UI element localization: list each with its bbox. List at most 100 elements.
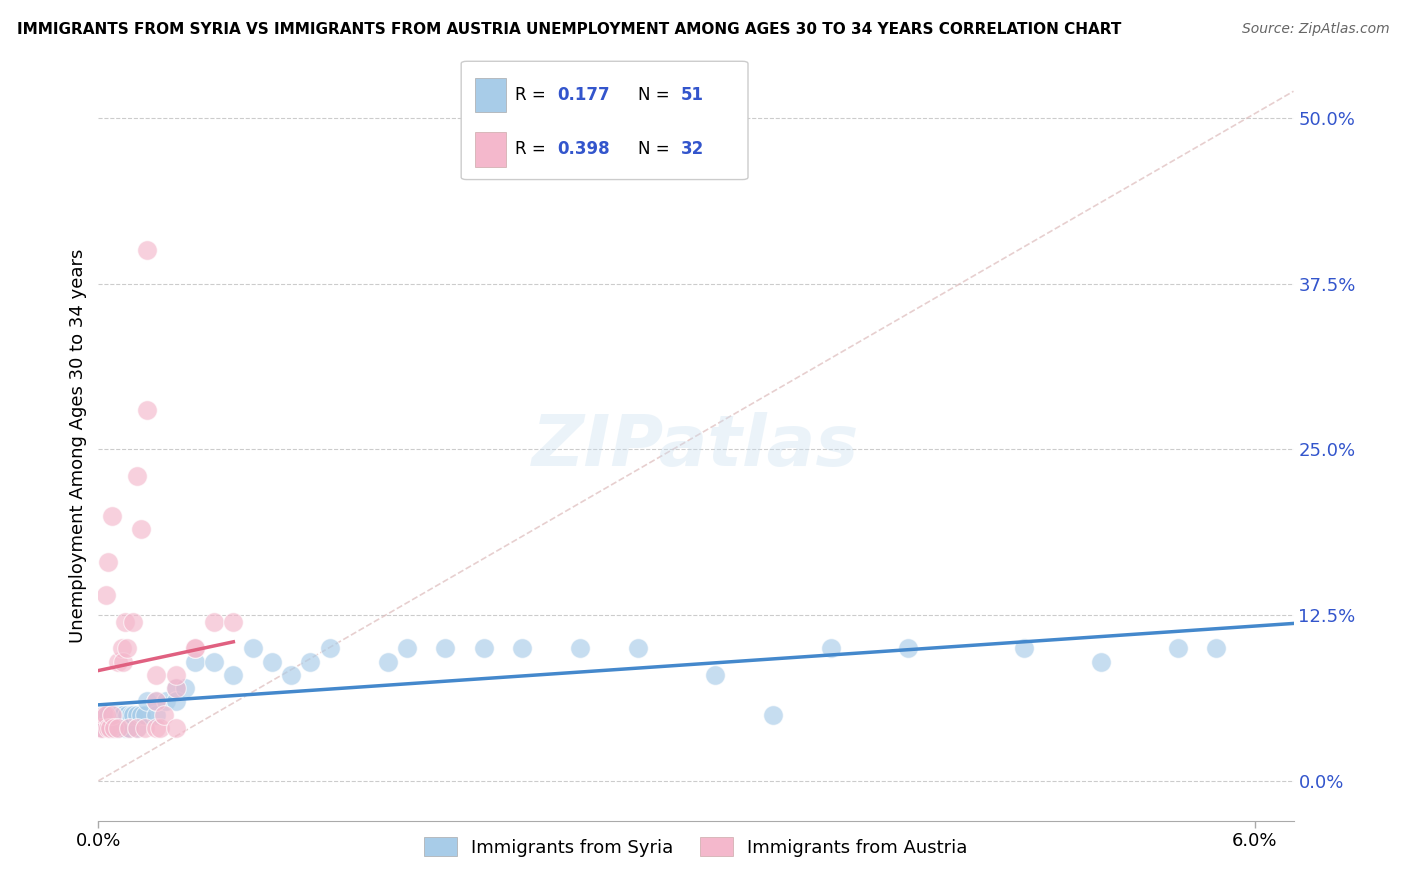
Point	[112, 655, 135, 669]
Point	[395, 641, 418, 656]
Text: R =: R =	[515, 86, 551, 103]
Point	[101, 508, 124, 523]
Point	[91, 721, 114, 735]
Text: N =: N =	[638, 140, 675, 159]
Point	[101, 707, 124, 722]
Point	[104, 707, 127, 722]
Point	[820, 641, 842, 656]
Point	[129, 522, 152, 536]
Point	[434, 641, 457, 656]
Point	[762, 707, 785, 722]
Point	[98, 721, 121, 735]
Point	[165, 667, 187, 681]
Text: IMMIGRANTS FROM SYRIA VS IMMIGRANTS FROM AUSTRIA UNEMPLOYMENT AMONG AGES 30 TO 3: IMMIGRANTS FROM SYRIA VS IMMIGRANTS FROM…	[17, 22, 1121, 37]
Point	[145, 721, 167, 735]
FancyBboxPatch shape	[461, 62, 748, 179]
Point	[153, 707, 176, 722]
Text: 32: 32	[681, 140, 704, 159]
Bar	[475, 78, 506, 112]
Point	[145, 694, 167, 708]
Point	[897, 641, 920, 656]
Text: R =: R =	[515, 140, 551, 159]
Point	[125, 721, 148, 735]
Point	[627, 641, 650, 656]
Point	[165, 681, 187, 695]
Text: 0.177: 0.177	[557, 86, 609, 103]
Point	[165, 694, 187, 708]
Point	[94, 707, 117, 722]
Point	[125, 707, 148, 722]
Point	[377, 655, 399, 669]
Point	[165, 681, 187, 695]
Point	[101, 707, 124, 722]
Point	[97, 721, 120, 735]
Point	[107, 655, 129, 669]
Point	[1012, 641, 1035, 656]
Point	[122, 615, 145, 629]
Y-axis label: Unemployment Among Ages 30 to 34 years: Unemployment Among Ages 30 to 34 years	[69, 249, 87, 643]
Point	[135, 244, 157, 258]
Point	[114, 615, 136, 629]
Point	[242, 641, 264, 656]
Point	[704, 667, 727, 681]
Point	[472, 641, 495, 656]
Point	[202, 655, 225, 669]
Point	[135, 402, 157, 417]
Point	[93, 707, 115, 722]
Point	[145, 694, 167, 708]
Point	[149, 721, 172, 735]
Point	[89, 721, 111, 735]
Point	[299, 655, 322, 669]
Point	[569, 641, 592, 656]
Point	[125, 721, 148, 735]
Text: N =: N =	[638, 86, 675, 103]
Point	[120, 707, 142, 722]
Text: 0.398: 0.398	[557, 140, 609, 159]
Point	[222, 667, 245, 681]
Point	[184, 641, 207, 656]
Point	[112, 707, 135, 722]
Point	[97, 707, 120, 722]
Point	[110, 641, 132, 656]
Point	[1167, 641, 1189, 656]
Point	[512, 641, 534, 656]
Point	[260, 655, 283, 669]
Point	[155, 694, 177, 708]
Point	[117, 641, 139, 656]
Point	[174, 681, 197, 695]
Point	[184, 641, 207, 656]
Point	[97, 555, 120, 569]
Bar	[475, 132, 506, 167]
Point	[129, 707, 152, 722]
Point	[1205, 641, 1227, 656]
Point	[125, 468, 148, 483]
Point	[110, 707, 132, 722]
Legend: Immigrants from Syria, Immigrants from Austria: Immigrants from Syria, Immigrants from A…	[418, 830, 974, 864]
Point	[134, 707, 156, 722]
Point	[107, 721, 129, 735]
Point	[94, 707, 117, 722]
Text: Source: ZipAtlas.com: Source: ZipAtlas.com	[1241, 22, 1389, 37]
Point	[122, 707, 145, 722]
Point	[319, 641, 342, 656]
Point	[145, 667, 167, 681]
Point	[202, 615, 225, 629]
Point	[103, 721, 125, 735]
Point	[107, 707, 129, 722]
Text: ZIPatlas: ZIPatlas	[533, 411, 859, 481]
Point	[1090, 655, 1112, 669]
Point	[280, 667, 302, 681]
Point	[93, 707, 115, 722]
Text: 51: 51	[681, 86, 703, 103]
Point	[103, 721, 125, 735]
Point	[135, 694, 157, 708]
Point	[114, 721, 136, 735]
Point	[117, 707, 139, 722]
Point	[145, 707, 167, 722]
Point	[184, 655, 207, 669]
Point	[134, 721, 156, 735]
Point	[98, 721, 121, 735]
Point	[91, 721, 114, 735]
Point	[222, 615, 245, 629]
Point	[118, 721, 141, 735]
